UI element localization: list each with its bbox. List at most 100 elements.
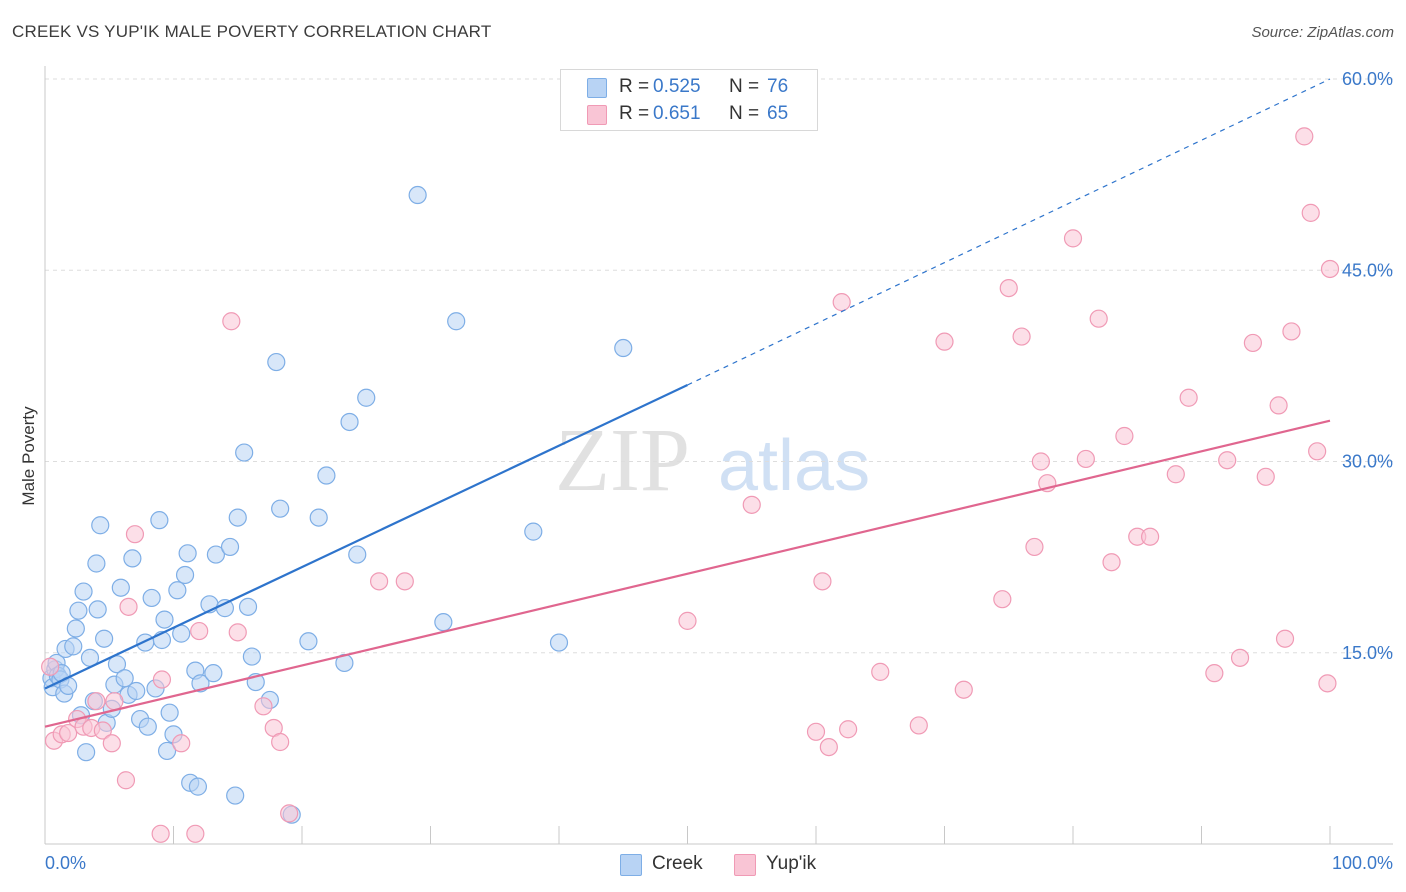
r-value: 0.651 [653,103,701,124]
source-credit: Source: ZipAtlas.com [1251,24,1394,41]
creek-swatch [587,78,607,98]
yupik-point [935,332,954,351]
creek-point [66,619,85,638]
yupik-point [395,572,414,591]
stats-legend: R = 0.525 N = 76 R = 0.651 N = 65 [560,69,818,131]
yupik-point [819,737,838,757]
yupik-point [152,670,172,689]
n-value: 65 [767,103,789,124]
creek-point [88,600,107,619]
creek-point [549,633,569,652]
creek-point [175,565,195,585]
yupik-point [999,279,1018,298]
yupik-point [370,572,389,591]
creek-point [150,511,169,530]
yupik-point [1320,259,1340,279]
watermark: ZIP atlas [555,411,870,510]
creek-point [340,412,359,432]
creek-point [64,637,83,656]
creek-legend-swatch [620,854,642,876]
yupik-point [871,662,890,681]
x-tick-label: 100.0% [1332,853,1393,873]
creek-trend-extension [687,78,1331,386]
legend-label-yupik: Yup'ik [766,853,817,874]
creek-point [204,664,223,683]
yupik-point [806,722,826,741]
yupik-point [186,824,205,843]
yupik-point [1295,127,1314,146]
yupik-point [839,720,858,739]
yupik-point [1063,229,1083,248]
yupik-point [1301,203,1320,222]
yupik-point [1012,327,1031,346]
yupik-point [832,293,851,312]
yupik-point [87,692,106,711]
creek-point [178,544,197,563]
yupik-point [1115,426,1134,446]
creek-point [309,508,328,527]
creek-point [69,601,88,620]
yupik-point [909,716,928,735]
creek-point [107,655,127,674]
yupik-point [119,597,138,616]
yupik-point [1031,452,1050,471]
watermark-atlas: atlas [718,426,870,506]
yupik-point [116,771,136,790]
creek-point [111,578,130,597]
creek-point [91,516,110,535]
creek-point [138,717,157,736]
creek-point [614,338,633,358]
yupik-point [228,623,247,642]
yupik-point [271,732,290,752]
creek-point [220,537,240,557]
n-value: 76 [767,76,789,97]
creek-point [188,777,208,796]
stats-row-creek: R = 0.525 N = 76 [561,74,817,100]
yupik-point [254,697,273,716]
yupik-point [105,692,124,711]
creek-points [42,185,633,824]
yupik-point [125,525,145,544]
creek-point [242,647,261,666]
yupik-point [1230,648,1250,667]
r-label: R = [619,103,650,124]
chart-title: CREEK VS YUP'IK MALE POVERTY CORRELATION… [12,22,492,41]
yupik-point [1102,553,1121,572]
creek-point [155,610,174,629]
yupik-point [151,824,170,843]
creek-point [226,786,245,805]
yupik-point [1243,333,1263,353]
creek-point [434,613,453,632]
y-tick-label: 45.0% [1342,260,1393,280]
yupik-point [1140,527,1160,546]
creek-point [524,522,543,541]
creek-point [123,549,142,568]
yupik-point [1308,442,1327,461]
yupik-point [993,590,1012,609]
y-tick-label: 60.0% [1342,69,1393,89]
watermark-zip: ZIP [555,411,690,510]
creek-point [357,388,376,407]
yupik-point [280,804,299,823]
y-tick-label: 15.0% [1342,643,1393,663]
yupik-point [1025,537,1044,557]
yupik-point [1089,309,1108,328]
yupik-swatch [587,105,607,125]
creek-point [142,588,161,608]
creek-point [77,743,96,762]
creek-point [136,633,155,652]
yupik-point [1275,629,1295,648]
creek-point [408,185,427,205]
yupik-point [1218,451,1237,470]
creek-point [317,466,336,485]
yupik-point [1179,388,1198,407]
creek-point [267,352,286,372]
yupik-point [1076,449,1095,469]
creek-point [271,499,290,518]
y-axis-label: Male Poverty [19,406,38,506]
n-label: N = [729,103,760,124]
axis-tick-labels: 15.0% 30.0% 45.0% 60.0% 0.0% 100.0% [45,69,1393,873]
yupik-point [1256,467,1275,486]
y-tick-label: 30.0% [1342,452,1393,472]
